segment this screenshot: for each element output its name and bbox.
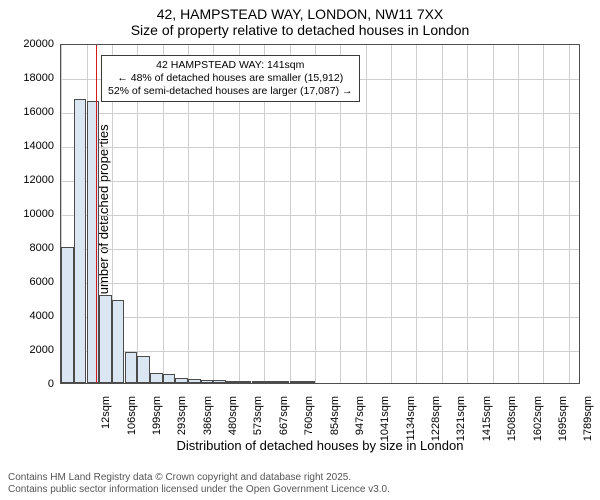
xtick-label: 1228sqm: [430, 396, 442, 446]
gridline-v: [467, 45, 468, 383]
xtick-label: 1508sqm: [506, 396, 518, 446]
ytick-label: 18000: [4, 72, 54, 84]
title-line1: 42, HAMPSTEAD WAY, LONDON, NW11 7XX: [0, 6, 600, 22]
xtick-label: 1695sqm: [557, 396, 569, 446]
xtick-label: 667sqm: [278, 396, 290, 446]
gridline-h: [61, 113, 579, 114]
ytick-label: 16000: [4, 106, 54, 118]
histogram-bar: [302, 381, 315, 383]
histogram-bar: [163, 374, 176, 383]
plot-area: 42 HAMPSTEAD WAY: 141sqm ← 48% of detach…: [60, 44, 580, 384]
gridline-h: [61, 215, 579, 216]
gridline-v: [569, 45, 570, 383]
annot-line1: 42 HAMPSTEAD WAY: 141sqm: [108, 59, 353, 72]
histogram-bar: [99, 295, 112, 383]
ytick-label: 8000: [4, 242, 54, 254]
xtick-label: 1134sqm: [405, 396, 417, 446]
xtick-label: 1415sqm: [481, 396, 493, 446]
histogram-bar: [277, 381, 290, 383]
histogram-bar: [112, 300, 125, 383]
annotation-box: 42 HAMPSTEAD WAY: 141sqm ← 48% of detach…: [101, 55, 360, 102]
xtick-label: 573sqm: [252, 396, 264, 446]
marker-line: [96, 45, 97, 383]
xtick-label: 12sqm: [100, 396, 112, 446]
histogram-bar: [239, 381, 252, 383]
gridline-h: [61, 249, 579, 250]
histogram-bar: [74, 99, 87, 383]
footer-line2: Contains public sector information licen…: [8, 484, 390, 496]
histogram-bar: [290, 381, 303, 383]
annot-line2: ← 48% of detached houses are smaller (15…: [108, 72, 353, 85]
footer: Contains HM Land Registry data © Crown c…: [8, 472, 390, 496]
xtick-label: 1321sqm: [455, 396, 467, 446]
gridline-v: [416, 45, 417, 383]
gridline-v: [493, 45, 494, 383]
xtick-label: 106sqm: [126, 396, 138, 446]
histogram-bar: [87, 101, 100, 383]
ytick-label: 14000: [4, 140, 54, 152]
xtick-label: 854sqm: [329, 396, 341, 446]
title-line2: Size of property relative to detached ho…: [0, 22, 600, 38]
gridline-v: [391, 45, 392, 383]
xtick-label: 1602sqm: [532, 396, 544, 446]
histogram-bar: [188, 379, 201, 383]
ytick-label: 10000: [4, 208, 54, 220]
xtick-label: 1041sqm: [379, 396, 391, 446]
chart-title: 42, HAMPSTEAD WAY, LONDON, NW11 7XX Size…: [0, 0, 600, 38]
histogram-bar: [137, 356, 150, 383]
histogram-bar: [125, 352, 138, 383]
xtick-label: 386sqm: [202, 396, 214, 446]
gridline-h: [61, 181, 579, 182]
histogram-bar: [264, 381, 277, 383]
gridline-h: [61, 147, 579, 148]
xtick-label: 760sqm: [303, 396, 315, 446]
ytick-label: 2000: [4, 344, 54, 356]
ytick-label: 12000: [4, 174, 54, 186]
gridline-v: [442, 45, 443, 383]
ytick-label: 6000: [4, 276, 54, 288]
xtick-label: 480sqm: [227, 396, 239, 446]
xtick-label: 947sqm: [354, 396, 366, 446]
x-axis-label: Distribution of detached houses by size …: [60, 438, 580, 453]
gridline-h: [61, 317, 579, 318]
histogram-bar: [201, 380, 214, 383]
xtick-label: 1789sqm: [582, 396, 594, 446]
ytick-label: 20000: [4, 38, 54, 50]
gridline-h: [61, 283, 579, 284]
gridline-v: [543, 45, 544, 383]
xtick-label: 293sqm: [176, 396, 188, 446]
ytick-label: 4000: [4, 310, 54, 322]
gridline-v: [366, 45, 367, 383]
histogram-bar: [175, 378, 188, 383]
ytick-label: 0: [4, 378, 54, 390]
histogram-bar: [61, 247, 74, 383]
footer-line1: Contains HM Land Registry data © Crown c…: [8, 472, 390, 484]
histogram-bar: [213, 380, 226, 383]
histogram-bar: [252, 381, 265, 383]
annot-line3: 52% of semi-detached houses are larger (…: [108, 85, 353, 98]
xtick-label: 199sqm: [151, 396, 163, 446]
histogram-bar: [226, 381, 239, 383]
histogram-bar: [150, 373, 163, 383]
gridline-v: [518, 45, 519, 383]
chart: Number of detached properties 42 HAMPSTE…: [60, 44, 580, 414]
gridline-h: [61, 351, 579, 352]
